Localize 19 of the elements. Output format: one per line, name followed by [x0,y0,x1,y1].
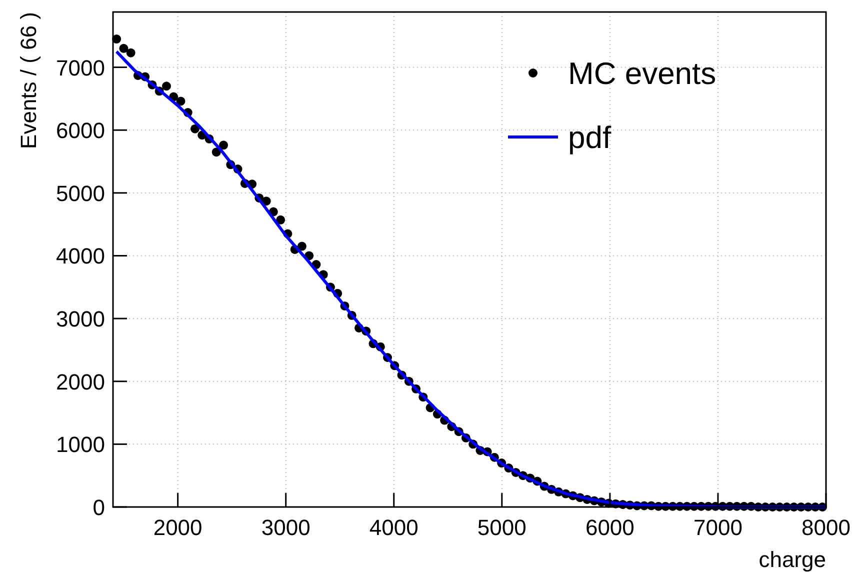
x-tick-label: 3000 [261,515,310,540]
x-tick-label: 7000 [693,515,742,540]
y-tick-label: 3000 [56,306,105,332]
x-axis-title: charge [758,547,826,572]
y-tick-label: 7000 [56,55,105,80]
x-tick-label: 4000 [369,515,418,540]
y-tick-label: 0 [92,495,105,520]
y-tick-label: 2000 [56,369,105,394]
y-tick-label: 4000 [56,244,105,269]
x-tick-label: 8000 [802,515,850,540]
legend-label: MC events [568,56,716,91]
x-tick-label: 5000 [477,515,526,540]
y-tick-label: 5000 [56,180,105,206]
y-axis-title: Events / ( 66 ) [16,12,41,149]
x-tick-label: 2000 [153,515,202,540]
y-tick-label: 1000 [56,432,105,458]
legend-label: pdf [568,120,612,155]
y-tick-label: 6000 [56,118,105,144]
x-tick-label: 6000 [585,515,634,540]
